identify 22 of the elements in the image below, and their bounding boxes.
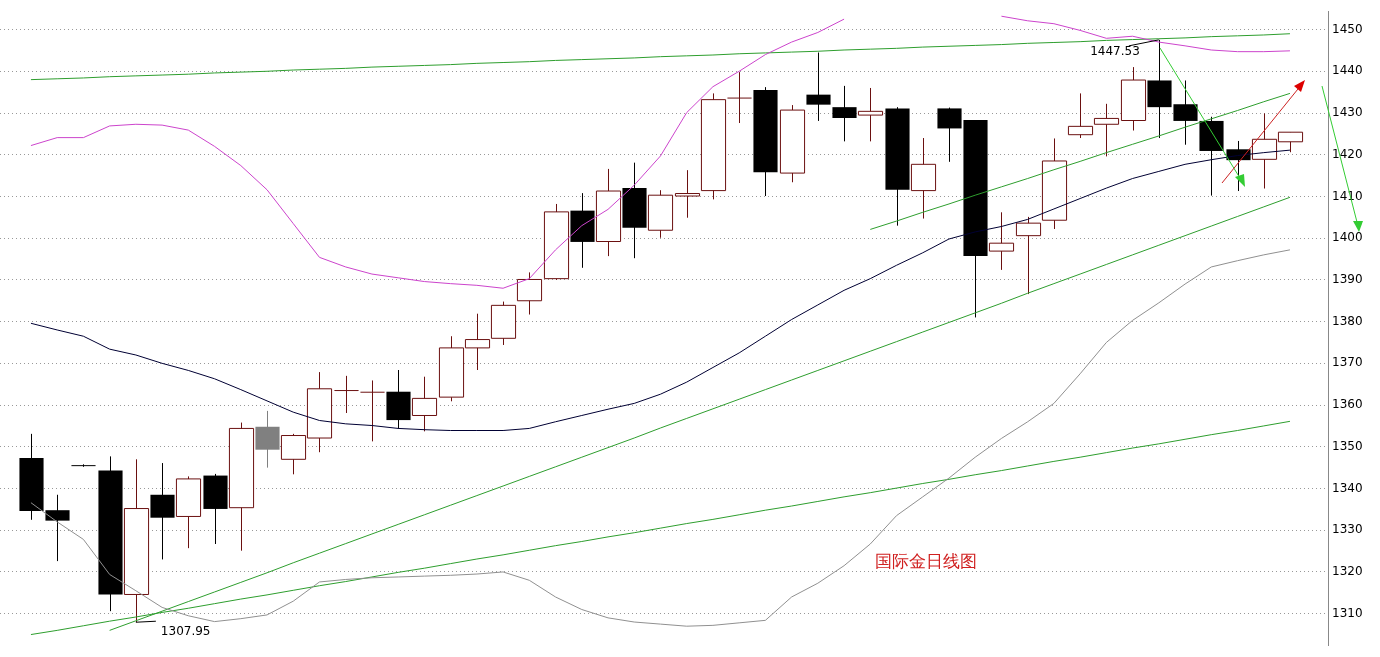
y-tick-label: 1410 [1332,188,1363,203]
candlestick [334,375,359,414]
y-tick-label: 1310 [1332,605,1363,620]
y-tick-label: 1430 [1332,105,1363,120]
y-tick-label: 1450 [1332,21,1363,36]
y-tick-label: 1440 [1332,63,1363,78]
candlestick [360,379,385,442]
y-tick-label: 1320 [1332,564,1363,579]
candlestick [806,52,831,122]
y-tick-label: 1420 [1332,146,1363,161]
y-tick-label: 1370 [1332,355,1363,370]
annotation: 国际金日线图 [875,551,977,572]
annotation: 1447.53 [1090,43,1140,58]
y-tick-label: 1390 [1332,272,1363,287]
candlestick [727,71,752,124]
y-tick-label: 1350 [1332,438,1363,453]
y-tick-label: 1330 [1332,522,1363,537]
annotation: 1307.95 [160,624,211,639]
y-tick-label: 1360 [1332,397,1363,412]
y-tick-label: 1380 [1332,313,1363,328]
y-tick-label: 1400 [1332,230,1363,245]
y-tick-label: 1340 [1332,480,1363,495]
